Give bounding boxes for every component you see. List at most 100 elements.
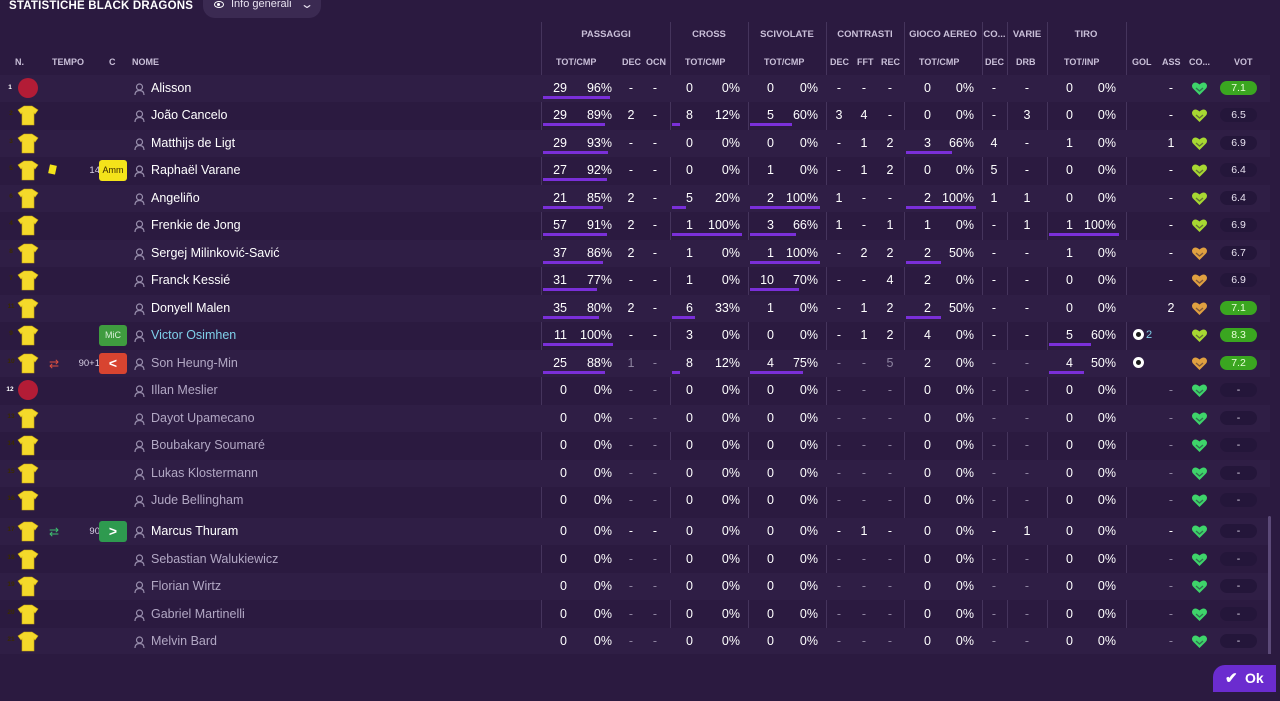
table-row[interactable]: 11 Donyell Malen 35 80% 2 - 6 33% 1 0% - 1 2 2 50% - - 0 0… [0, 295, 1270, 322]
cross-pct: 0% [721, 328, 740, 342]
view-dropdown[interactable]: Info generali ⌄ [203, 0, 321, 18]
rating-badge: - [1220, 493, 1257, 507]
aerial-pct: 0% [955, 552, 974, 566]
table-row[interactable]: 1 Alisson 29 96% - - 0 0% 0 0% - - - 0 0% - - 0 0% - 7.1 [0, 75, 1270, 102]
rating-badge: 8.3 [1220, 328, 1257, 342]
col-header-c[interactable]: C [109, 57, 116, 67]
table-row[interactable]: 10 ⇄ 90+1 < Son Heung-Min 25 88% 1 - 8 12% 4 75% - - 5 2… [0, 350, 1270, 377]
table-row[interactable]: 5 14 Amm Raphaël Varane 27 92% - - 0 0% 1 0% - 1 2 0 0% 5… [0, 157, 1270, 184]
passes-dec: 2 [627, 191, 635, 205]
col-header-nome[interactable]: NOME [132, 57, 159, 67]
player-name[interactable]: Jude Bellingham [151, 493, 244, 507]
col-header-contr-rec[interactable]: REC [881, 57, 901, 67]
co-dec: - [991, 218, 997, 232]
col-header-co[interactable]: CO... [1189, 57, 1211, 67]
player-name[interactable]: João Cancelo [151, 108, 228, 122]
col-header-tiro-totinp[interactable]: TOT/INP [1064, 57, 1100, 67]
col-header-gol[interactable]: GOL [1132, 57, 1152, 67]
col-header-tempo[interactable]: TEMPO [52, 57, 85, 67]
co-dec: 4 [990, 136, 998, 150]
shots-total: 0 [1066, 493, 1073, 507]
player-name[interactable]: Matthijs de Ligt [151, 136, 236, 150]
person-icon [134, 384, 145, 398]
shots-total: 0 [1066, 634, 1073, 648]
table-row[interactable]: 20 Gabriel Martinelli 0 0% - - 0 0% 0 0% - - - 0 0% - - 0… [0, 601, 1270, 628]
player-name[interactable]: Angeliño [151, 191, 200, 205]
aerial-total: 0 [924, 607, 931, 621]
passes-ocn: - [652, 579, 658, 593]
col-header-contr-dec[interactable]: DEC [830, 57, 850, 67]
player-name[interactable]: Gabriel Martinelli [151, 607, 245, 621]
table-row[interactable]: 4 Frenkie de Jong 57 91% 2 - 1 100% 3 66% 1 - 1 1 0% - 1… [0, 212, 1270, 239]
table-row[interactable]: 13 Dayot Upamecano 0 0% - - 0 0% 0 0% - - - 0 0% - - 0 0% -… [0, 405, 1270, 432]
col-header-vot[interactable]: VOT [1234, 57, 1253, 67]
player-name[interactable]: Sebastian Walukiewicz [151, 552, 279, 566]
table-row[interactable]: 12 Illan Meslier 0 0% - - 0 0% 0 0% - - - 0 0% - - 0 0% - - [0, 377, 1270, 404]
player-name[interactable]: Sergej Milinković-Savić [151, 246, 280, 260]
assists: - [1168, 493, 1174, 507]
col-header-co-dec[interactable]: DEC [985, 57, 1005, 67]
col-header-pass-ocn[interactable]: OCN [646, 57, 666, 67]
table-row[interactable]: 9 MiC Victor Osimhen 11 100% - - 3 0% 0 0% - 1 2 4 0% - -… [0, 322, 1270, 349]
table-row[interactable]: 7 Franck Kessié 31 77% - - 1 0% 10 70% - - 4 2 0% - - 0 0%… [0, 267, 1270, 294]
table-row[interactable]: 19 Florian Wirtz 0 0% - - 0 0% 0 0% - - - 0 0% - - 0 0% - - [0, 573, 1270, 600]
contr-fft: 1 [860, 328, 868, 342]
tackles-pct: 0% [799, 383, 818, 397]
aerial-total: 0 [924, 634, 931, 648]
aerial-bar [906, 206, 976, 209]
player-name[interactable]: Florian Wirtz [151, 579, 222, 593]
table-row[interactable]: 2 João Cancelo 29 89% 2 - 8 12% 5 60% 3 4 - 0 0% - 3 0 0% -… [0, 102, 1270, 129]
table-row[interactable]: 17 ⇄ 90 > Marcus Thuram 0 0% - - 0 0% 0 0% - 1 - 0 0% - 1 0 0… [0, 518, 1270, 545]
player-name[interactable]: Donyell Malen [151, 301, 231, 315]
cross-bar [672, 123, 680, 126]
col-header-pass-dec[interactable]: DEC [622, 57, 642, 67]
passes-ocn: - [652, 163, 658, 177]
passes-pct: 88% [586, 356, 612, 370]
player-name[interactable]: Boubakary Soumaré [151, 438, 265, 452]
player-name[interactable]: Franck Kessié [151, 273, 231, 287]
table-row[interactable]: 21 Melvin Bard 0 0% - - 0 0% 0 0% - - - 0 0% - - 0 0% - - [0, 628, 1270, 655]
table-row[interactable]: 15 Lukas Klostermann 0 0% - - 0 0% 0 0% - - - 0 0% - - 0 0… [0, 460, 1270, 487]
aerial-bar [906, 261, 941, 264]
column-divider [1047, 22, 1048, 654]
col-header-pass-totcmp[interactable]: TOT/CMP [556, 57, 597, 67]
dribbles: - [1024, 383, 1030, 397]
table-row[interactable]: 14 Boubakary Soumaré 0 0% - - 0 0% 0 0% - - - 0 0% - - 0 0… [0, 432, 1270, 459]
shots-pct: 0% [1097, 136, 1116, 150]
col-header-ass[interactable]: ASS [1162, 57, 1181, 67]
dribbles: - [1024, 356, 1030, 370]
col-header-scivolate-totcmp[interactable]: TOT/CMP [764, 57, 805, 67]
player-name[interactable]: Son Heung-Min [151, 356, 238, 370]
col-header-n[interactable]: N. [15, 57, 24, 67]
passes-dec: - [628, 411, 634, 425]
player-name[interactable]: Alisson [151, 81, 192, 95]
col-header-aereo-totcmp[interactable]: TOT/CMP [919, 57, 960, 67]
passes-dec: - [628, 438, 634, 452]
col-header-contr-fft[interactable]: FFT [857, 57, 874, 67]
col-header-cross-totcmp[interactable]: TOT/CMP [685, 57, 726, 67]
cross-pct: 0% [721, 524, 740, 538]
cross-pct: 0% [721, 383, 740, 397]
player-name[interactable]: Frenkie de Jong [151, 218, 241, 232]
table-row[interactable]: 8 Sergej Milinković-Savić 37 86% 2 - 1 0% 1 100% -… [0, 240, 1270, 267]
player-name[interactable]: Raphaël Varane [151, 163, 241, 177]
table-row[interactable]: 6 Angeliño 21 85% 2-5 20% 2 100% 1- -2 100% 1 1 0 0% -6… [0, 185, 1270, 212]
aerial-pct: 0% [955, 273, 974, 287]
rating-badge: - [1220, 607, 1257, 621]
aerial-pct: 0% [955, 438, 974, 452]
player-name[interactable]: Lukas Klostermann [151, 466, 259, 480]
player-name[interactable]: Marcus Thuram [151, 524, 239, 538]
table-row[interactable]: 18 Sebastian Walukiewicz 0 0% - - 0 0% 0 0% - - - 0 0%… [0, 546, 1270, 573]
cross-total: 0 [686, 163, 693, 177]
cross-pct: 0% [721, 607, 740, 621]
table-row[interactable]: 3 Matthijs de Ligt 29 93% - - 0 0% 0 0% - 1 2 3 66% 4 - 1… [0, 130, 1270, 157]
ok-button-label: Ok [1245, 670, 1264, 686]
player-name[interactable]: Victor Osimhen [151, 328, 237, 342]
player-name[interactable]: Illan Meslier [151, 383, 218, 397]
col-header-varie-drb[interactable]: DRB [1016, 57, 1036, 67]
player-name[interactable]: Dayot Upamecano [151, 411, 255, 425]
scrollbar[interactable] [1268, 516, 1271, 656]
table-row[interactable]: 16 Jude Bellingham 0 0% - - 0 0% 0 0% - - - 0 0% - - 0 0% -… [0, 487, 1270, 514]
player-name[interactable]: Melvin Bard [151, 634, 217, 648]
ok-button[interactable]: ✔ Ok [1213, 665, 1276, 692]
